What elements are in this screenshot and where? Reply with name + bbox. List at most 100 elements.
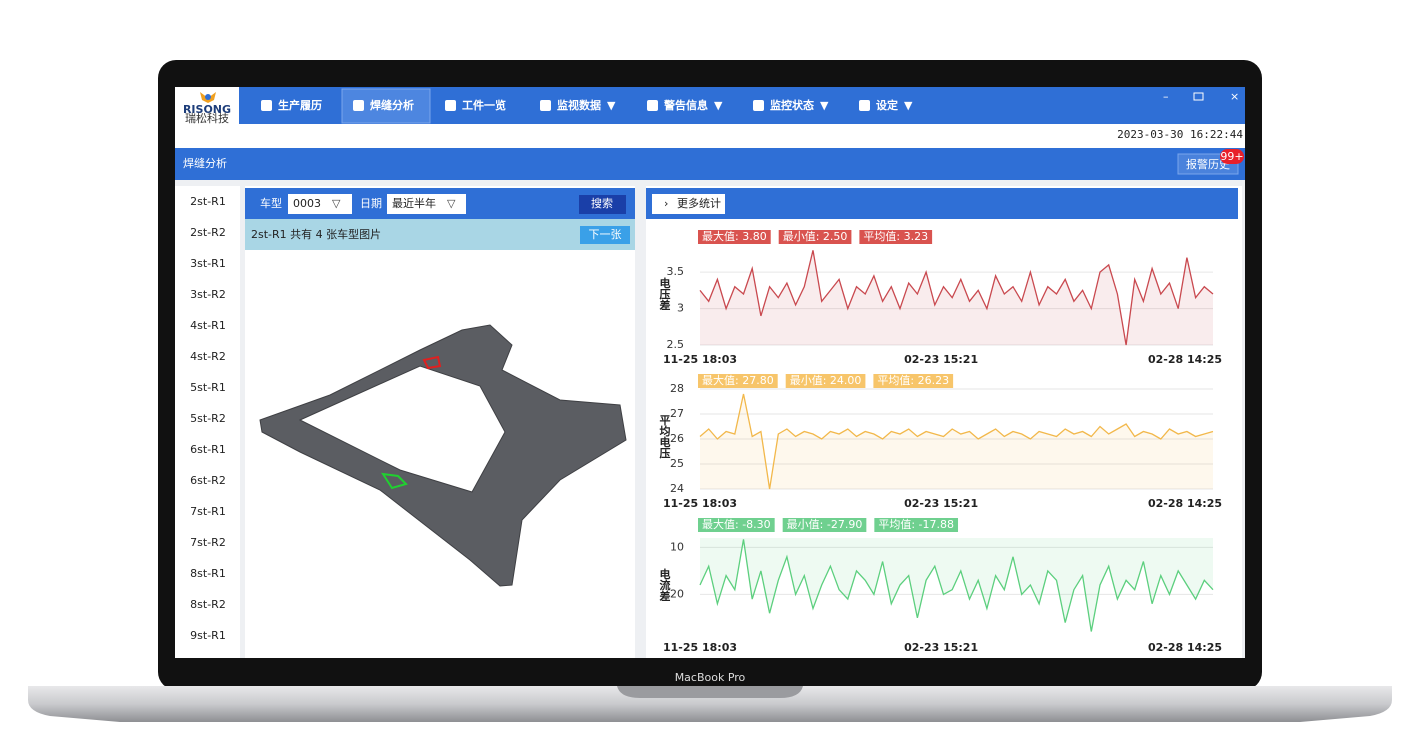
select-arrow: ▽ [447, 197, 456, 210]
x-tick-label: 02-28 14:25 [1148, 353, 1222, 366]
station-item[interactable]: 2st-R2 [190, 226, 226, 239]
weld-marker-green [380, 472, 408, 490]
notch [617, 686, 803, 698]
car-type-select[interactable] [288, 194, 352, 214]
stat-label: 平均值: -17.88 [878, 518, 954, 531]
nav-item[interactable]: 焊缝分析 [370, 98, 414, 112]
logo-subtext: 瑞松科技 [185, 111, 229, 125]
stat-label: 最大值: -8.30 [702, 517, 771, 531]
more-stats-label[interactable]: 更多统计 [677, 196, 721, 210]
station-items: 2st-R1 2st-R2 3st-R1 3st-R2 4st-R1 4st-R2 5st-… [190, 195, 226, 642]
minimize-button[interactable]: – [1163, 90, 1169, 103]
search-label[interactable]: 搜索 [591, 196, 613, 210]
logo-dot [205, 94, 211, 100]
station-item[interactable]: 3st-R2 [190, 288, 226, 301]
x-tick-label: 02-28 14:25 [1148, 497, 1222, 510]
nav-icon [540, 100, 551, 111]
stat-label: 平均值: 3.23 [863, 230, 928, 243]
nav-item[interactable]: 设定 [876, 98, 898, 112]
nav-item[interactable]: 警告信息 [663, 98, 708, 112]
station-item[interactable]: 8st-R1 [190, 567, 226, 580]
y-tick-label: 3.5 [667, 265, 685, 278]
select-arrow: ▽ [332, 197, 341, 210]
x-tick-label: 02-23 15:21 [904, 641, 978, 654]
line-area [700, 394, 1213, 489]
nav-item[interactable]: 工件一览 [462, 98, 506, 112]
stats-header [646, 188, 1238, 219]
y-tick-label: 27 [670, 407, 684, 420]
y-tick-label: 3 [677, 302, 684, 315]
station-item[interactable]: 7st-R1 [190, 505, 226, 518]
date-value[interactable]: 最近半年 [392, 196, 436, 210]
stat-badge [874, 518, 959, 532]
dropdown-arrow: ▼ [607, 99, 616, 112]
y-tick-label: 24 [670, 482, 684, 495]
page-title: 焊缝分析 [183, 156, 227, 170]
weld-marker-red [422, 355, 442, 370]
x-tick-label: 02-23 15:21 [904, 497, 978, 510]
nav-icon [753, 100, 764, 111]
nav-item[interactable]: 监视数据 [557, 98, 601, 112]
station-item[interactable]: 3st-R1 [190, 257, 226, 270]
close-button[interactable]: × [1230, 90, 1239, 103]
nav-item[interactable]: 生产履历 [278, 98, 322, 112]
station-item[interactable]: 5st-R2 [190, 412, 226, 425]
alarm-button-label[interactable]: 报警历史 [1186, 157, 1230, 171]
station-item[interactable]: 7st-R2 [190, 536, 226, 549]
station-item[interactable]: 2st-R1 [190, 195, 226, 208]
line-series [699, 393, 1214, 490]
nav-item[interactable]: 监控状态 [770, 98, 814, 112]
date-select[interactable] [387, 194, 466, 214]
line-series [699, 539, 1214, 632]
maximize-button[interactable] [1193, 92, 1204, 101]
station-item[interactable]: 9st-R1 [190, 629, 226, 642]
station-item[interactable]: 4st-R1 [190, 319, 226, 332]
dropdown-arrow: ▼ [820, 99, 829, 112]
nav-menu: 生产履历 焊缝分析 工件一览 监视数据 ▼ 警告信息 ▼ 监控状态 ▼ 设定 ▼ [261, 98, 913, 112]
stat-label: 最小值: -27.90 [787, 518, 863, 531]
x-tick-label: 11-25 18:03 [663, 641, 737, 654]
station-list [175, 186, 240, 658]
alarm-badge [1220, 149, 1244, 164]
x-tick-label: 11-25 18:03 [663, 497, 737, 510]
y-tick-label: 2.5 [667, 338, 685, 351]
x-tick-label: 11-25 18:03 [663, 353, 737, 366]
y-tick-label: 26 [670, 432, 684, 445]
station-item[interactable]: 4st-R2 [190, 350, 226, 363]
image-info-bar [245, 219, 635, 250]
x-tick-label: 02-28 14:25 [1148, 641, 1222, 654]
image-info: 2st-R1 共有 4 张车型图片 [251, 227, 381, 241]
car-type-value[interactable]: 0003 [293, 197, 321, 210]
station-item[interactable]: 6st-R2 [190, 474, 226, 487]
logo-text: RISONG [183, 103, 231, 116]
next-label[interactable]: 下一张 [589, 228, 622, 241]
subframe-image [259, 324, 627, 587]
more-stats-button[interactable] [652, 194, 725, 214]
stats-panel [646, 186, 1242, 658]
nav-bar [175, 87, 1245, 124]
line-chart: 24 25 26 27 28 平均电压 最大值: 27.80 最小值: 24.00 平均值: 2… [658, 373, 1222, 510]
stat-badge [785, 374, 866, 388]
station-item[interactable]: 5st-R1 [190, 381, 226, 394]
stat-label: 最大值: 27.80 [702, 373, 774, 387]
stat-label: 最小值: 24.00 [790, 374, 862, 387]
next-button[interactable] [580, 226, 630, 244]
line-area [700, 250, 1213, 345]
nav-icon [647, 100, 658, 111]
y-tick-label: 25 [670, 457, 684, 470]
dropdown-arrow: ▼ [904, 99, 913, 112]
y-axis-label: 电流差 [658, 567, 671, 602]
car-type-label: 车型 [260, 196, 282, 210]
stat-badge [782, 518, 867, 532]
stat-badge [778, 230, 852, 244]
y-axis-label: 平均电压 [658, 414, 671, 459]
nav-icon [261, 100, 272, 111]
y-tick-label: 10 [670, 540, 684, 553]
station-item[interactable]: 6st-R1 [190, 443, 226, 456]
search-button[interactable] [579, 195, 626, 214]
logo-icon [200, 92, 216, 103]
station-item[interactable]: 8st-R2 [190, 598, 226, 611]
nav-icon [353, 100, 364, 111]
